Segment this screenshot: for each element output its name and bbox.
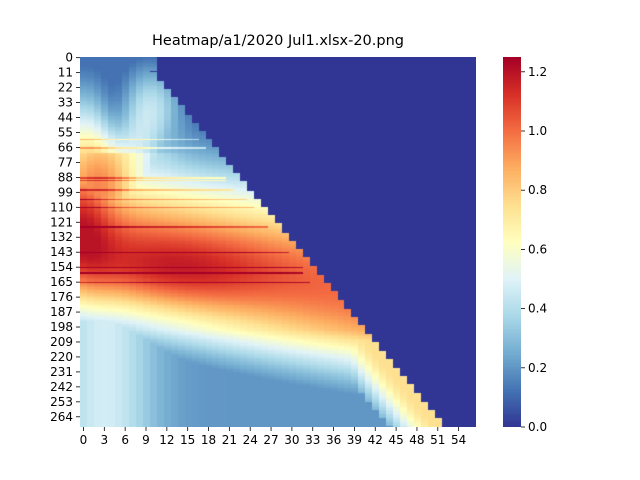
y-tick-label: 33 [58, 96, 73, 110]
y-tick-label: 132 [50, 230, 73, 244]
y-tick-label: 231 [50, 365, 73, 379]
y-tick-label: 110 [50, 200, 73, 214]
colorbar-tick-label: 0.2 [528, 361, 547, 375]
y-tick-label: 187 [50, 305, 73, 319]
y-tick-label: 88 [58, 170, 73, 184]
y-tick-label: 44 [58, 111, 73, 125]
y-tick-label: 253 [50, 395, 73, 409]
y-tick-label: 264 [50, 410, 73, 424]
colorbar-tick-label: 1.2 [528, 65, 547, 79]
y-tick-label: 99 [58, 185, 73, 199]
x-tick-label: 54 [451, 433, 466, 447]
x-tick-label: 0 [80, 433, 88, 447]
x-tick-label: 12 [159, 433, 174, 447]
colorbar [503, 57, 521, 427]
chart-title: Heatmap/a1/2020 Jul1.xlsx-20.png [152, 33, 404, 49]
colorbar-tick-label: 0.8 [528, 183, 547, 197]
x-tick-label: 30 [284, 433, 299, 447]
y-tick-label: 143 [50, 245, 73, 259]
x-tick-label: 27 [263, 433, 278, 447]
x-tick-label: 3 [100, 433, 108, 447]
y-tick-label: 165 [50, 275, 73, 289]
y-tick-label: 121 [50, 215, 73, 229]
y-tick-label: 11 [58, 66, 73, 80]
y-tick-label: 209 [50, 335, 73, 349]
x-tick-label: 6 [121, 433, 129, 447]
heatmap-canvas [80, 57, 476, 427]
y-tick-label: 220 [50, 350, 73, 364]
y-tick-label: 176 [50, 290, 73, 304]
y-tick-label: 66 [58, 140, 73, 154]
colorbar-tick-label: 0.6 [528, 242, 547, 256]
x-tick-label: 24 [243, 433, 258, 447]
colorbar-tick-label: 0.4 [528, 302, 547, 316]
x-tick-label: 45 [388, 433, 403, 447]
colorbar-tick-label: 0.0 [528, 420, 547, 434]
x-tick-label: 15 [180, 433, 195, 447]
x-tick-label: 51 [430, 433, 445, 447]
x-tick-label: 21 [222, 433, 237, 447]
y-tick-label: 77 [58, 155, 73, 169]
x-tick-label: 42 [368, 433, 383, 447]
x-tick-label: 33 [305, 433, 320, 447]
x-tick-label: 48 [409, 433, 424, 447]
y-tick-label: 55 [58, 125, 73, 139]
y-tick-label: 154 [50, 260, 73, 274]
x-tick-label: 39 [347, 433, 362, 447]
y-tick-label: 242 [50, 380, 73, 394]
x-tick-label: 18 [201, 433, 216, 447]
y-tick-label: 0 [65, 51, 73, 65]
x-tick-label: 36 [326, 433, 341, 447]
y-tick-label: 22 [58, 81, 73, 95]
y-tick-label: 198 [50, 320, 73, 334]
x-tick-label: 9 [142, 433, 150, 447]
colorbar-tick-label: 1.0 [528, 124, 547, 138]
